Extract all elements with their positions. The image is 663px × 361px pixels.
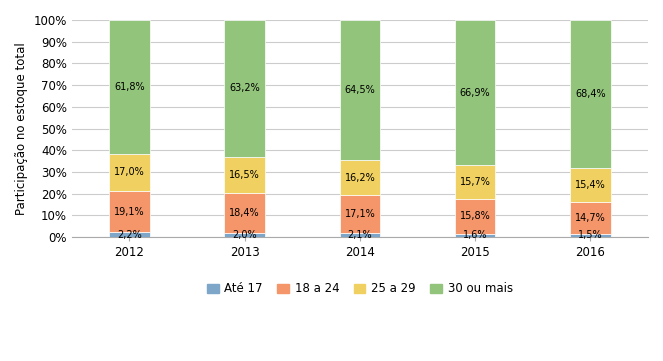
Text: 1,5%: 1,5% [578,230,603,240]
Text: 15,7%: 15,7% [459,177,491,187]
Text: 2,0%: 2,0% [232,230,257,240]
Text: 17,0%: 17,0% [114,168,145,177]
Text: 61,8%: 61,8% [114,82,145,92]
Text: 68,4%: 68,4% [575,89,606,99]
Bar [109,232,150,237]
Bar [570,169,611,202]
Text: 2,2%: 2,2% [117,230,142,240]
Legend: Até 17, 18 a 24, 25 a 29, 30 ou mais: Até 17, 18 a 24, 25 a 29, 30 ou mais [202,278,518,300]
Text: 2,1%: 2,1% [347,230,372,240]
Text: 17,1%: 17,1% [345,209,375,219]
Bar [455,234,495,237]
Bar [109,20,150,154]
Text: 16,2%: 16,2% [345,173,375,183]
Text: 63,2%: 63,2% [229,83,260,93]
Text: 16,5%: 16,5% [229,170,260,180]
Bar [455,199,495,234]
Bar [225,233,265,237]
Bar [455,165,495,199]
Bar [225,157,265,193]
Bar [570,202,611,234]
Bar [225,20,265,157]
Bar [339,160,380,195]
Y-axis label: Participação no estoque total: Participação no estoque total [15,42,28,215]
Bar [225,193,265,233]
Text: 15,8%: 15,8% [459,212,491,221]
Bar [339,20,380,160]
Bar [455,20,495,165]
Text: 18,4%: 18,4% [229,208,260,218]
Text: 64,5%: 64,5% [345,85,375,95]
Text: 15,4%: 15,4% [575,180,606,190]
Text: 14,7%: 14,7% [575,213,606,223]
Bar [570,20,611,169]
Bar [109,191,150,232]
Text: 66,9%: 66,9% [460,88,491,97]
Bar [339,232,380,237]
Bar [570,234,611,237]
Text: 19,1%: 19,1% [114,206,145,217]
Bar [109,154,150,191]
Text: 1,6%: 1,6% [463,230,487,240]
Bar [339,195,380,232]
